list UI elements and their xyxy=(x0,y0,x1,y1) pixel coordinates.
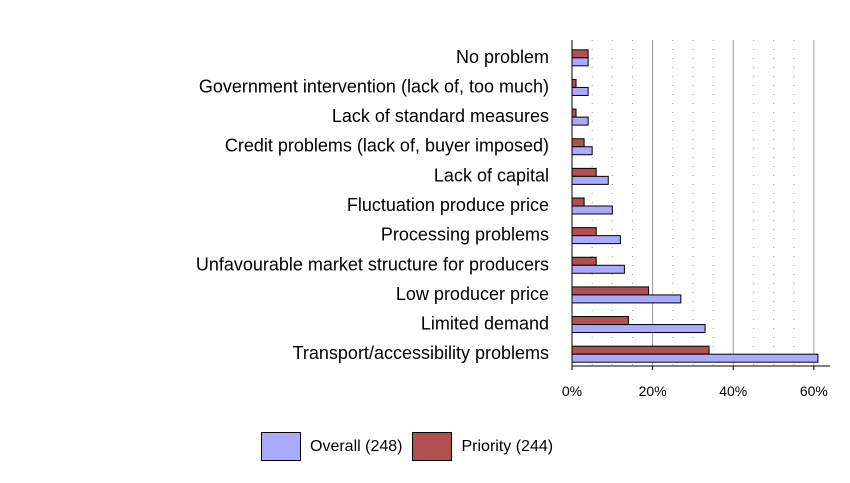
legend-swatch-overall xyxy=(261,432,301,461)
category-label: Processing problems xyxy=(381,225,549,245)
bar-overall xyxy=(571,86,589,96)
bar-overall xyxy=(571,235,621,245)
bar-priority xyxy=(571,108,577,118)
bar-priority xyxy=(571,197,585,207)
x-tick-label: 20% xyxy=(639,383,667,399)
legend-item-overall: Overall (248) xyxy=(261,432,402,461)
x-tick-label: 60% xyxy=(800,383,828,399)
legend-item-priority: Priority (244) xyxy=(412,432,553,461)
tick-labels: 0% 20% 40% 60% xyxy=(562,383,828,399)
category-label: Unfavourable market structure for produc… xyxy=(196,254,549,274)
grid xyxy=(591,40,815,366)
bar-priority xyxy=(571,286,650,296)
axes xyxy=(571,40,830,370)
category-label: Transport/accessibility problems xyxy=(293,343,549,363)
bar-priority xyxy=(571,256,597,266)
bar-overall xyxy=(571,146,593,156)
bar-priority xyxy=(571,49,589,59)
bar-chart: No problem Government intervention (lack … xyxy=(196,40,830,399)
bar-priority xyxy=(571,316,629,326)
category-label: Government intervention (lack of, too mu… xyxy=(199,76,549,96)
bar-overall xyxy=(571,353,819,363)
category-label: Lack of standard measures xyxy=(332,106,549,126)
category-label: Lack of capital xyxy=(434,165,549,185)
bar-overall xyxy=(571,264,625,274)
x-tick-label: 40% xyxy=(719,383,747,399)
bar-overall xyxy=(571,294,682,304)
legend: Overall (248) Priority (244) xyxy=(261,432,563,461)
category-label: Low producer price xyxy=(396,284,549,304)
category-label: Fluctuation produce price xyxy=(347,195,549,215)
category-label: No problem xyxy=(456,47,549,67)
category-labels: No problem Government intervention (lack … xyxy=(196,47,549,363)
legend-label-overall: Overall (248) xyxy=(310,437,403,455)
bars xyxy=(571,49,819,363)
bar-overall xyxy=(571,205,613,215)
bar-priority xyxy=(571,78,577,88)
bar-overall xyxy=(571,175,609,185)
bar-overall xyxy=(571,57,589,67)
bar-priority xyxy=(571,345,710,355)
bar-overall xyxy=(571,116,589,126)
category-label: Limited demand xyxy=(421,314,549,334)
bar-priority xyxy=(571,138,585,148)
bar-priority xyxy=(571,167,597,177)
bar-priority xyxy=(571,227,597,237)
legend-swatch-priority xyxy=(412,432,453,461)
legend-label-priority: Priority (244) xyxy=(461,437,554,455)
category-label: Credit problems (lack of, buyer imposed) xyxy=(225,136,549,156)
bar-overall xyxy=(571,324,706,334)
x-tick-label: 0% xyxy=(562,383,582,399)
